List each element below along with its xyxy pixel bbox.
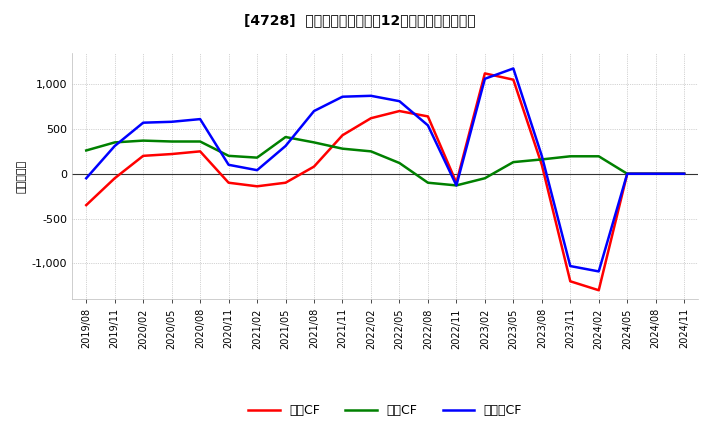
フリーCF [167, 119, 176, 125]
フリーCF [366, 93, 375, 99]
投賄CF [423, 180, 432, 185]
Y-axis label: （百万円）: （百万円） [16, 159, 26, 193]
フリーCF [509, 66, 518, 71]
投賄CF [480, 176, 489, 181]
営業CF [366, 116, 375, 121]
フリーCF [652, 171, 660, 176]
営業CF [310, 164, 318, 169]
投賄CF [566, 154, 575, 159]
営業CF [82, 202, 91, 208]
投賄CF [82, 148, 91, 153]
営業CF [139, 153, 148, 158]
営業CF [595, 288, 603, 293]
投賄CF [537, 157, 546, 162]
投賄CF [110, 140, 119, 145]
営業CF [623, 171, 631, 176]
営業CF [196, 149, 204, 154]
投賄CF [196, 139, 204, 144]
投賄CF [282, 134, 290, 139]
Legend: 営業CF, 投賄CF, フリーCF: 営業CF, 投賄CF, フリーCF [243, 399, 527, 422]
Text: [4728]  キャッシュフローの12か月移動合計の推移: [4728] キャッシュフローの12か月移動合計の推移 [244, 13, 476, 27]
フリーCF [253, 168, 261, 173]
投賄CF [225, 153, 233, 158]
フリーCF [225, 162, 233, 168]
営業CF [452, 180, 461, 185]
Line: 投賄CF: 投賄CF [86, 137, 684, 185]
フリーCF [623, 171, 631, 176]
営業CF [253, 183, 261, 189]
営業CF [338, 132, 347, 138]
投賄CF [509, 159, 518, 165]
フリーCF [110, 143, 119, 149]
営業CF [566, 279, 575, 284]
投賄CF [310, 140, 318, 145]
営業CF [110, 176, 119, 181]
営業CF [167, 151, 176, 157]
投賄CF [366, 149, 375, 154]
投賄CF [680, 171, 688, 176]
営業CF [480, 71, 489, 76]
投賄CF [452, 183, 461, 188]
営業CF [537, 162, 546, 168]
フリーCF [595, 269, 603, 274]
フリーCF [310, 108, 318, 114]
投賄CF [338, 146, 347, 151]
フリーCF [82, 176, 91, 181]
フリーCF [395, 99, 404, 104]
営業CF [282, 180, 290, 185]
営業CF [652, 171, 660, 176]
フリーCF [196, 117, 204, 122]
投賄CF [623, 171, 631, 176]
営業CF [680, 171, 688, 176]
投賄CF [167, 139, 176, 144]
営業CF [423, 114, 432, 119]
フリーCF [537, 153, 546, 158]
投賄CF [139, 138, 148, 143]
フリーCF [680, 171, 688, 176]
営業CF [509, 77, 518, 82]
営業CF [225, 180, 233, 185]
フリーCF [139, 120, 148, 125]
フリーCF [282, 143, 290, 149]
投賄CF [595, 154, 603, 159]
フリーCF [338, 94, 347, 99]
フリーCF [452, 183, 461, 188]
投賄CF [395, 160, 404, 165]
投賄CF [253, 155, 261, 160]
フリーCF [480, 76, 489, 81]
Line: 営業CF: 営業CF [86, 73, 684, 290]
フリーCF [423, 123, 432, 128]
営業CF [395, 108, 404, 114]
投賄CF [652, 171, 660, 176]
フリーCF [566, 264, 575, 269]
Line: フリーCF: フリーCF [86, 69, 684, 271]
